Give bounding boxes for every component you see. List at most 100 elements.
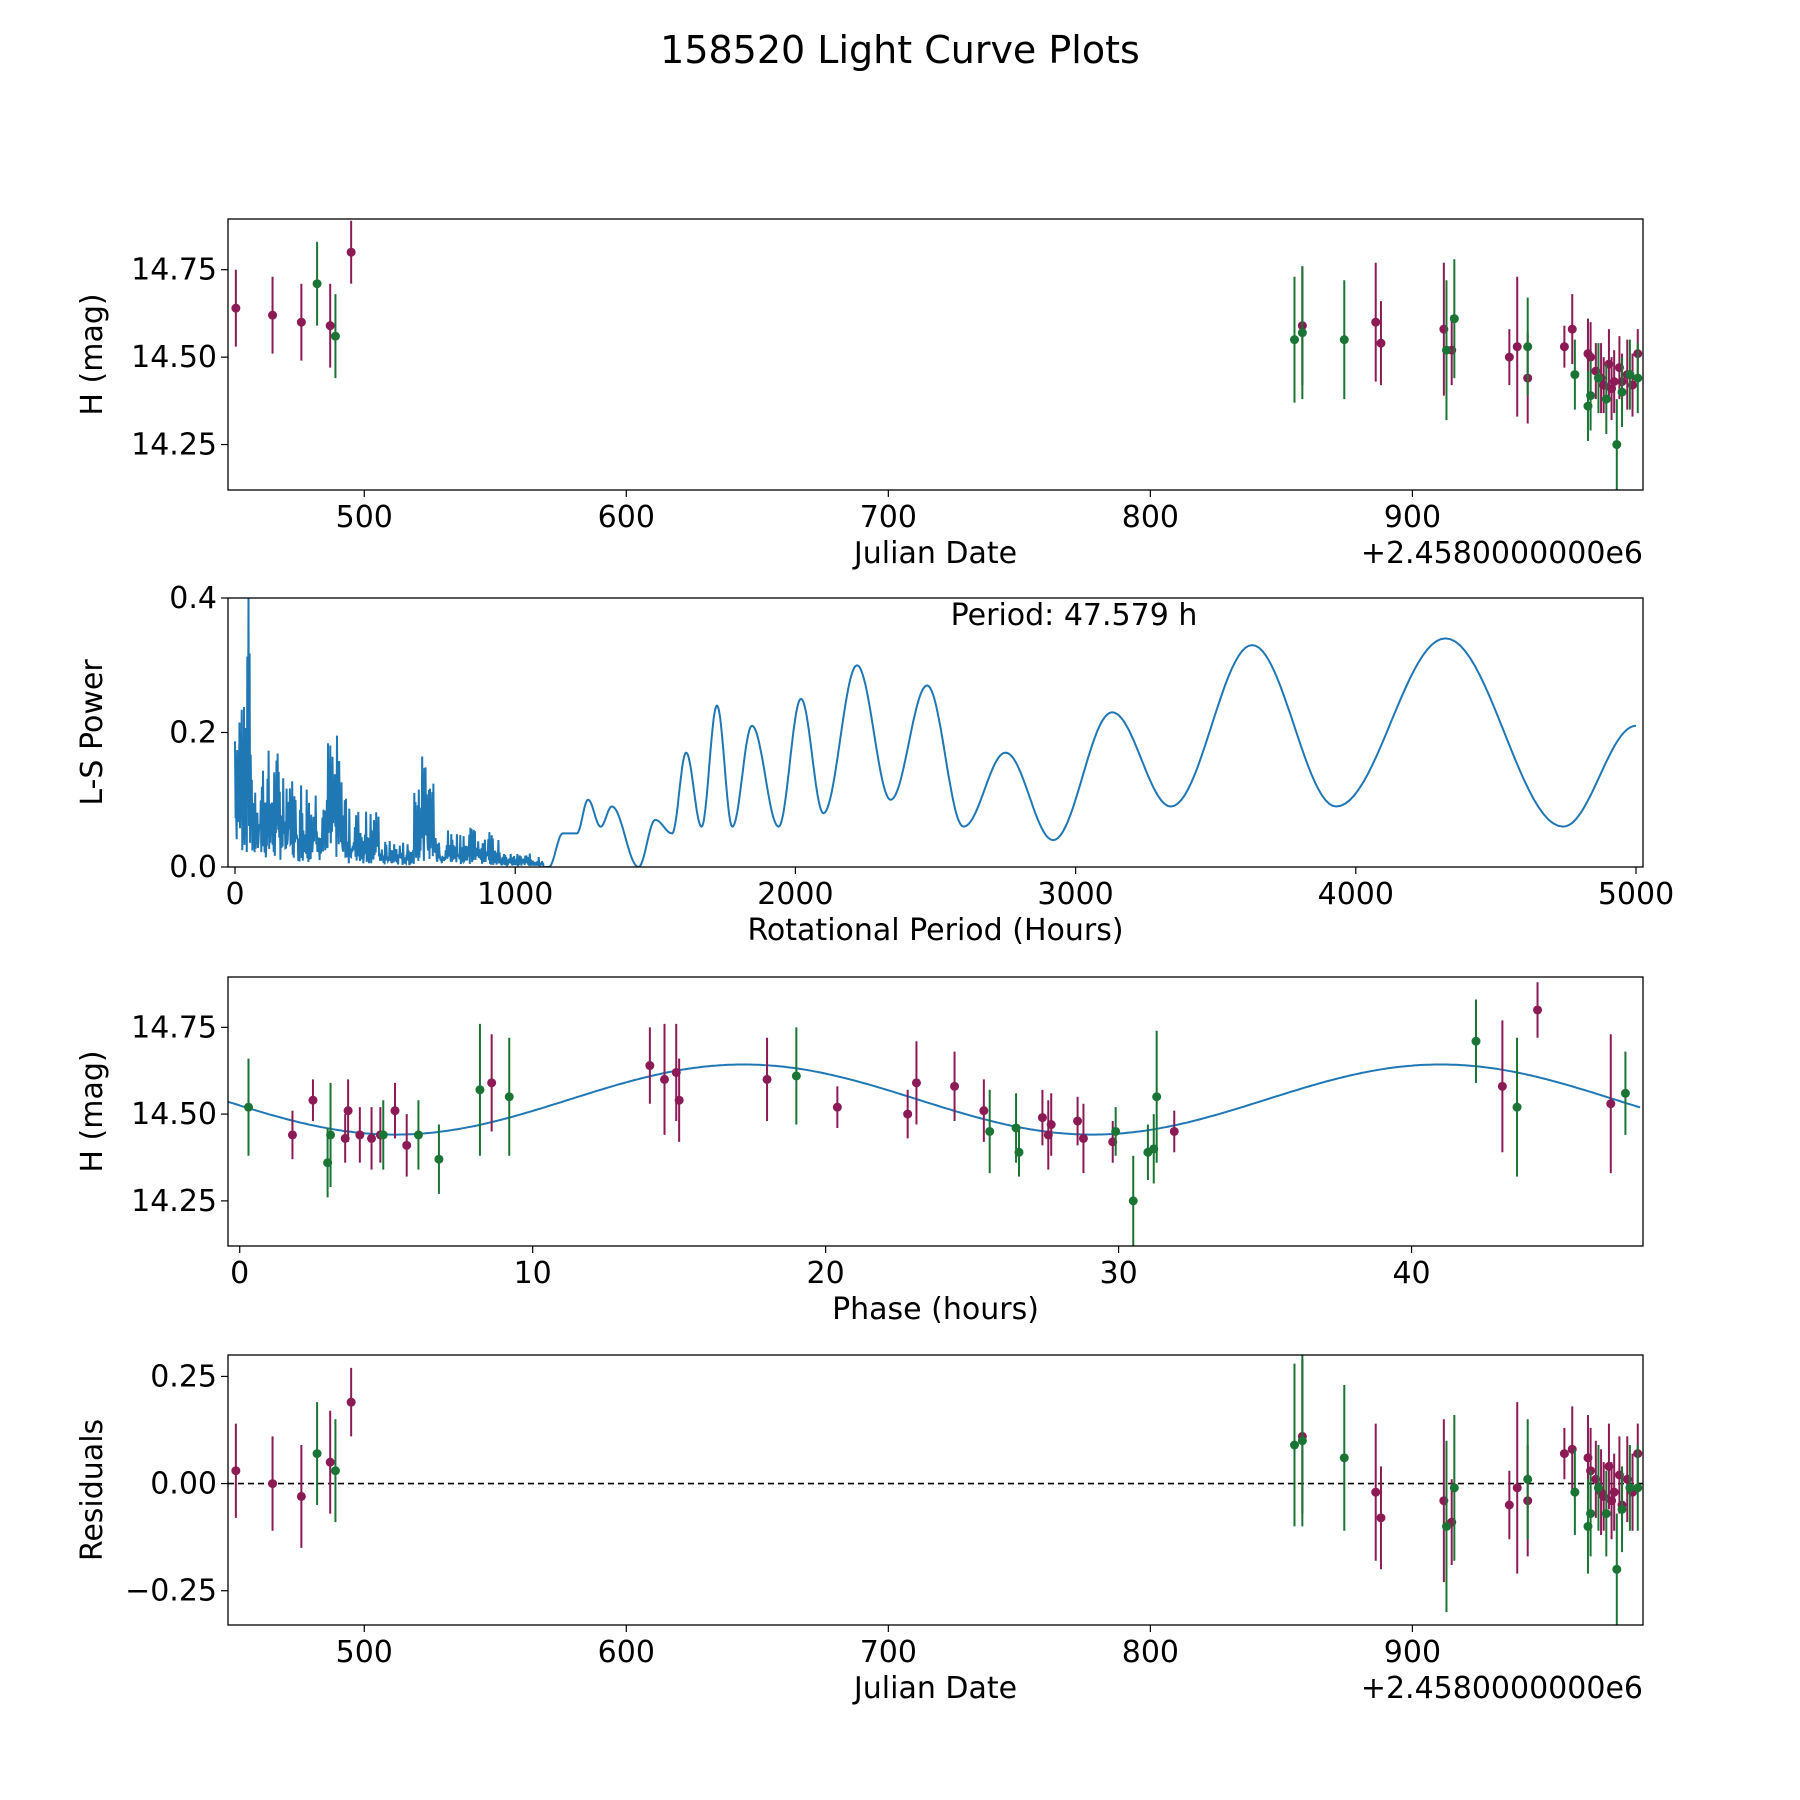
chart-phase: 0 10 20 30 40 14.25 14.50 14.75 Phase (hours) H (… (75, 976, 1644, 1327)
figure-title: 158520 Light Curve Plots (660, 28, 1140, 72)
data-point (1633, 373, 1643, 383)
y-tick-label: 14.75 (131, 253, 217, 288)
data-point (1504, 1500, 1514, 1510)
data-point (1376, 1513, 1386, 1523)
plot-area (228, 982, 1641, 1246)
x-tick-label: 2000 (757, 877, 833, 912)
data-point (1609, 377, 1619, 387)
y-tick-label: 14.75 (131, 1010, 217, 1045)
data-point (231, 1466, 241, 1476)
plot-frame (227, 1354, 1644, 1626)
data-point (985, 1126, 995, 1136)
y-tick-label: 0.25 (150, 1359, 217, 1394)
plot-frame (227, 597, 1644, 868)
data-point (504, 1092, 514, 1102)
data-point (1169, 1126, 1179, 1136)
data-point (674, 1095, 684, 1105)
x-axis-label: Rotational Period (Hours) (747, 913, 1123, 948)
plot-area (234, 598, 1637, 867)
data-point (1567, 324, 1577, 334)
x-tick-label: 500 (336, 1635, 393, 1670)
y-axis-label: L-S Power (75, 659, 110, 806)
data-point (950, 1081, 960, 1091)
data-point (244, 1102, 254, 1112)
y-tick-label: 0.0 (169, 850, 217, 885)
data-point (660, 1074, 670, 1084)
data-point (1037, 1113, 1047, 1123)
y-tick-label: 0.4 (169, 581, 217, 616)
data-point (268, 310, 278, 320)
data-point (1297, 328, 1307, 338)
chart-periodogram: 0 1000 2000 3000 4000 5000 0.0 0.2 0.4 Rotational… (75, 581, 1674, 948)
data-point (1449, 314, 1459, 324)
y-tick-label: −0.25 (125, 1574, 217, 1609)
data-point (1601, 1509, 1611, 1519)
data-point (1586, 391, 1596, 401)
data-point (346, 247, 356, 257)
data-point (296, 1491, 306, 1501)
data-point (903, 1109, 913, 1119)
data-point (378, 1130, 388, 1140)
data-point (1289, 1440, 1299, 1450)
data-point (1046, 1120, 1056, 1130)
data-point (1289, 335, 1299, 345)
data-point (1471, 1036, 1481, 1046)
x-tick-label: 4000 (1318, 877, 1394, 912)
data-point (1512, 1102, 1522, 1112)
data-point (413, 1130, 423, 1140)
data-point (1497, 1081, 1507, 1091)
data-point (1625, 370, 1635, 380)
data-point (1617, 387, 1627, 397)
data-point (1586, 352, 1596, 362)
x-tick-label: 900 (1384, 500, 1441, 535)
data-point (287, 1130, 297, 1140)
x-tick-label: 10 (514, 1256, 552, 1291)
data-point (1601, 394, 1611, 404)
data-point (1586, 1509, 1596, 1519)
data-point (1078, 1133, 1088, 1143)
x-axis-label: Phase (hours) (832, 1292, 1039, 1327)
data-point (330, 331, 340, 341)
y-tick-label: 0.2 (169, 716, 217, 751)
x-tick-label: 600 (598, 1635, 655, 1670)
data-point (1559, 1449, 1569, 1459)
x-tick-label: 500 (336, 500, 393, 535)
period-annotation: Period: 47.579 h (951, 598, 1198, 633)
data-point (979, 1106, 989, 1116)
data-point (326, 1130, 336, 1140)
data-point (1570, 1487, 1580, 1497)
data-point (330, 1466, 340, 1476)
data-point (1593, 1483, 1603, 1493)
x-tick-label: 700 (860, 500, 917, 535)
x-tick-label: 800 (1122, 1635, 1179, 1670)
data-point (346, 1397, 356, 1407)
data-point (487, 1078, 497, 1088)
y-axis-label: Residuals (75, 1419, 110, 1561)
data-point (1606, 1099, 1616, 1109)
x-tick-label: 1000 (477, 877, 553, 912)
data-point (1073, 1116, 1083, 1126)
data-point (1612, 1564, 1622, 1574)
data-point (1297, 1436, 1307, 1446)
data-point (1376, 338, 1386, 348)
data-point (1523, 342, 1533, 352)
data-point (475, 1085, 485, 1095)
data-point (1633, 1483, 1643, 1493)
x-tick-label: 30 (1100, 1256, 1138, 1291)
data-point (1441, 1521, 1451, 1531)
data-point (832, 1102, 842, 1112)
x-tick-label: 3000 (1037, 877, 1113, 912)
data-point (312, 1449, 322, 1459)
data-point (645, 1061, 655, 1071)
data-point (1128, 1196, 1138, 1206)
x-axis-label: Julian Date (852, 536, 1017, 571)
x-tick-label: 600 (598, 500, 655, 535)
x-tick-label: 700 (860, 1635, 917, 1670)
plot-area (228, 1355, 1643, 1625)
x-tick-label: 900 (1384, 1635, 1441, 1670)
data-point (1014, 1147, 1024, 1157)
y-tick-label: 0.00 (150, 1467, 217, 1502)
data-point (1625, 1483, 1635, 1493)
x-tick-label: 800 (1122, 500, 1179, 535)
